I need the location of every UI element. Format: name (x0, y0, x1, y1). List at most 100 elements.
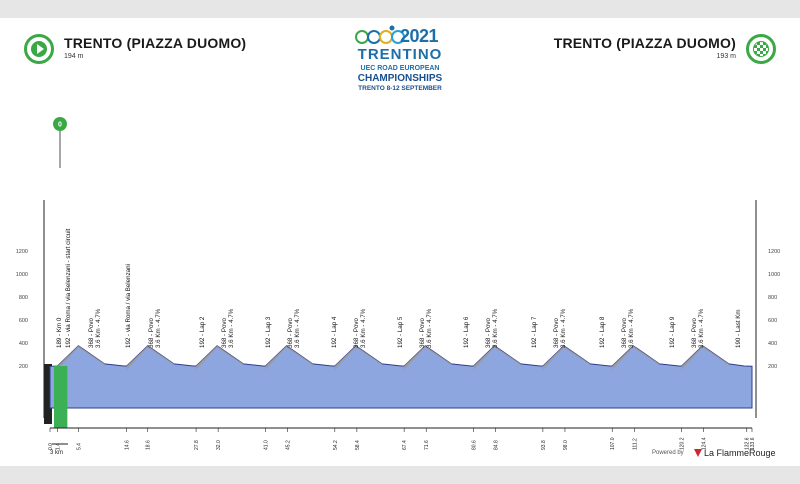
km-label: 84.8 (494, 440, 500, 450)
elevation-profile: 1200 1200 1000 1000 800 800 600 600 400 400 200 200… (16, 117, 780, 450)
km-label: 133.6 (750, 437, 756, 450)
km-label: 124.4 (702, 437, 708, 450)
start-location-name: TRENTO (PIAZZA DUOMO) (64, 35, 247, 51)
waypoint-label: 192 - Lap 3 (265, 316, 272, 348)
finish-altitude: 193 m (716, 53, 736, 60)
climb-segment (542, 345, 591, 370)
km-label: 71.6 (424, 440, 430, 450)
left-elevation-label: 800 (19, 295, 28, 301)
finish-flag-icon (746, 34, 776, 64)
km-label: 107.0 (610, 437, 616, 450)
brand-name: La FlammeRouge (704, 448, 776, 458)
left-elevation-label: 400 (19, 341, 28, 347)
waypoint-label: 368 - Povo (691, 318, 698, 348)
right-elevation-label: 800 (768, 295, 777, 301)
waypoint-label: 3.6 Km - 4.7% (426, 308, 433, 348)
waypoint-label: 192 - Lap 2 (199, 316, 206, 348)
waypoint-label: 192 - via Roma / via Belenzani (125, 264, 132, 348)
waypoint-label: 368 - Povo (148, 318, 155, 348)
waypoint-label: 192 - Lap 4 (331, 316, 338, 348)
waypoint-label: 3.6 Km - 4.7% (628, 308, 635, 348)
waypoint-label: 190 - Last Km (735, 309, 742, 348)
climb-segment (57, 345, 105, 370)
waypoint-label: 3.6 Km - 4.7% (95, 308, 102, 348)
km-label: 98.0 (563, 440, 569, 450)
logo-line-2: CHAMPIONSHIPS (357, 73, 443, 84)
waypoint-label: 3.6 Km - 4.7% (560, 308, 567, 348)
km-label: 67.4 (402, 440, 408, 450)
km-label: 58.4 (355, 440, 361, 450)
waypoint-label: 3.6 Km - 4.7% (155, 308, 162, 348)
waypoint-label: 368 - Povo (621, 318, 628, 348)
waypoint-label: 368 - Povo (485, 318, 492, 348)
km-label: 45.2 (286, 440, 292, 450)
km-label: 14.6 (125, 440, 131, 450)
waypoint-label: 192 - Lap 6 (463, 316, 470, 348)
start-header: TRENTO (PIAZZA DUOMO) 194 m (24, 34, 264, 74)
waypoint-label: 368 - Povo (553, 318, 560, 348)
km-label: 41.0 (263, 440, 269, 450)
start-marker-icon (53, 117, 67, 131)
climb-segment (126, 345, 175, 370)
left-elevation-label: 200 (19, 364, 28, 370)
start-neutral-block (44, 364, 52, 424)
waypoint-label: 368 - Povo (419, 318, 426, 348)
climb-segment (265, 345, 313, 370)
climb-segment (473, 345, 521, 370)
logo-year: 2021 (400, 26, 439, 46)
waypoint-label: 192 - Lap 9 (669, 316, 676, 348)
km-label: 1.4 (55, 443, 61, 450)
finish-header: TRENTO (PIAZZA DUOMO) 193 m (536, 34, 776, 74)
waypoint-label: 192 - via Roma / via Belenzani - start c… (65, 228, 72, 348)
right-elevation-label: 200 (768, 364, 777, 370)
waypoint-label: 368 - Povo (353, 318, 360, 348)
finish-location-name: TRENTO (PIAZZA DUOMO) (553, 35, 736, 51)
route-profile-card: TRENTO (PIAZZA DUOMO) 194 m 2021 TRENTIN… (0, 18, 800, 466)
km-label: 18.6 (146, 440, 152, 450)
waypoint-label: 368 - Povo (88, 318, 95, 348)
start-segment-bar (54, 366, 68, 428)
climb-segment (196, 345, 244, 370)
km-label: 120.2 (680, 437, 686, 450)
waypoint-label: 3.6 Km - 4.7% (228, 308, 235, 348)
waypoint-label: 3.6 Km - 4.7% (360, 308, 367, 348)
start-altitude: 194 m (64, 53, 84, 60)
waypoint-label: 3.6 Km - 4.7% (698, 308, 705, 348)
powered-by-text: Powered by (652, 450, 684, 456)
km-label: 0.0 (48, 443, 54, 450)
scale-label: 3 km (50, 450, 64, 456)
left-elevation-label: 1000 (16, 272, 28, 278)
left-elevation-label: 600 (19, 318, 28, 324)
left-elevation-label: 1200 (16, 249, 28, 255)
logo-title: TRENTINO (357, 46, 443, 63)
right-elevation-label: 400 (768, 341, 777, 347)
start-marker-label: 0 (58, 122, 62, 129)
waypoint-label: 192 - Lap 7 (531, 316, 538, 348)
logo-line-3: TRENTO 8-12 SEPTEMBER (358, 85, 442, 92)
waypoint-label: 189 - Km 0 (56, 317, 63, 348)
waypoint-label: 192 - Lap 5 (397, 316, 404, 348)
waypoint-label: 368 - Povo (221, 318, 228, 348)
km-label: 80.6 (472, 440, 478, 450)
km-label: 54.2 (333, 440, 339, 450)
climb-segment (404, 345, 452, 370)
km-label: 5.4 (76, 443, 82, 450)
km-label: 93.8 (541, 440, 547, 450)
brand-triangle-icon (694, 449, 702, 457)
waypoint-label: 368 - Povo (287, 318, 294, 348)
climb-segment (612, 345, 660, 370)
km-label: 111.2 (632, 438, 638, 450)
climb-segment (334, 345, 383, 370)
event-logo: 2021 TRENTINO UEC ROAD EUROPEAN CHAMPION… (340, 24, 460, 104)
right-elevation-label: 1000 (768, 272, 780, 278)
logo-line-1: UEC ROAD EUROPEAN (360, 65, 440, 72)
waypoint-label: 192 - Lap 8 (599, 316, 606, 348)
km-label: 132.6 (745, 437, 751, 450)
waypoint-label: 3.6 Km - 4.7% (294, 308, 301, 348)
start-play-icon (24, 34, 54, 64)
right-elevation-label: 600 (768, 318, 777, 324)
climb-segment (681, 345, 729, 370)
km-label: 27.8 (194, 440, 200, 450)
right-elevation-label: 1200 (768, 249, 780, 255)
cycling-rings-icon (355, 25, 405, 44)
